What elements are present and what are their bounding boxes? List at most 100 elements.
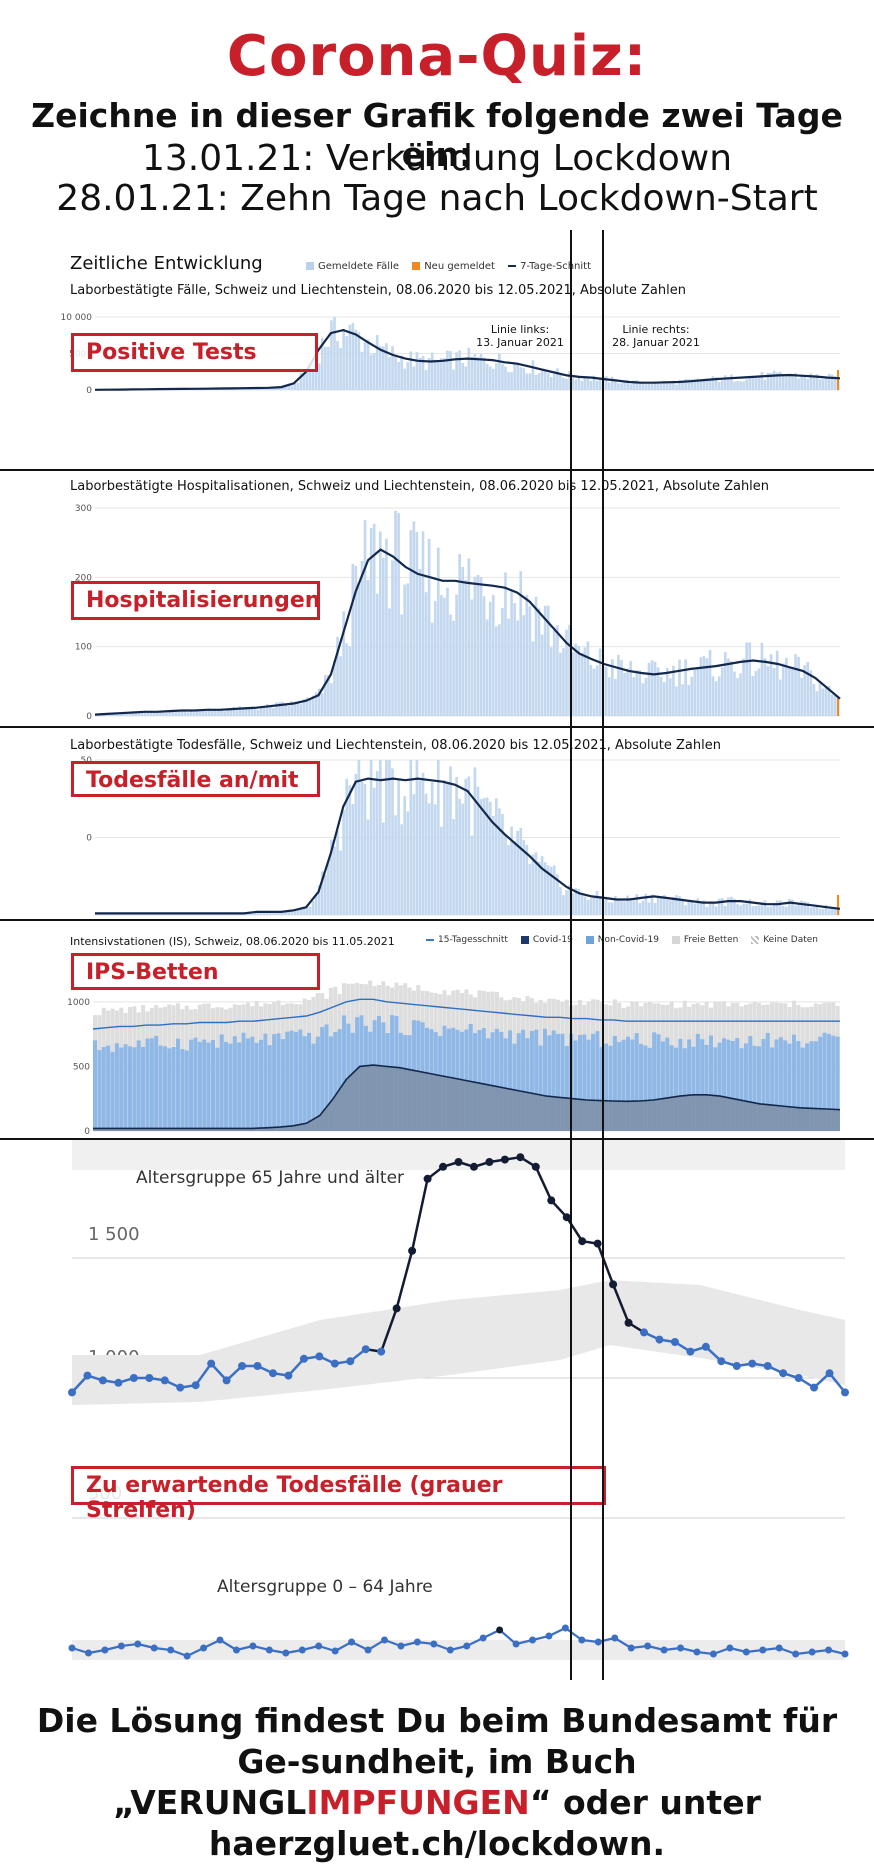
data-bar <box>574 644 577 716</box>
data-bar <box>330 683 333 716</box>
data-bar <box>736 678 739 716</box>
data-point-65plus <box>331 1360 339 1368</box>
data-bar <box>406 583 409 716</box>
data-bar <box>391 560 394 716</box>
data-bar <box>785 907 788 915</box>
data-point-0-64 <box>710 1651 717 1658</box>
noncovid-bar <box>145 1038 149 1131</box>
data-bar <box>541 369 544 390</box>
data-point-65plus <box>640 1328 648 1336</box>
data-bar <box>553 374 556 390</box>
data-point-65plus <box>315 1352 323 1360</box>
data-bar <box>535 375 538 390</box>
data-bar <box>620 901 623 915</box>
y-tick-label: 1 500 <box>88 1224 140 1245</box>
data-point-65plus <box>439 1163 447 1171</box>
data-bar <box>660 898 663 915</box>
data-bar <box>519 571 522 716</box>
annotation-right: Linie rechts:28. Januar 2021 <box>606 323 706 349</box>
data-bar <box>629 661 632 716</box>
data-bar <box>483 798 486 915</box>
data-bar <box>580 895 583 915</box>
y-tick-label: 0 <box>86 712 92 722</box>
data-bar <box>703 381 706 390</box>
noncovid-bar <box>97 1050 101 1131</box>
noncovid-bar <box>268 1045 272 1131</box>
data-bar <box>822 688 825 716</box>
data-bar <box>797 904 800 915</box>
data-bar <box>361 561 364 716</box>
data-bar <box>800 678 803 716</box>
data-point-65plus <box>547 1196 555 1204</box>
data-bar <box>513 603 516 716</box>
data-bar <box>257 710 260 716</box>
label-positive-tests: Positive Tests <box>71 333 318 372</box>
data-bar <box>617 899 620 915</box>
data-bar <box>373 524 376 716</box>
data-bar <box>406 362 409 390</box>
data-bar <box>287 706 290 716</box>
data-bar <box>290 386 293 390</box>
data-bar <box>364 520 367 716</box>
data-bar <box>782 663 785 716</box>
data-bar <box>361 352 364 390</box>
noncovid-bar <box>93 1040 97 1131</box>
data-bar <box>632 677 635 716</box>
data-point-0-64 <box>101 1647 108 1654</box>
data-point-65plus <box>455 1158 463 1166</box>
data-bar <box>538 373 541 390</box>
data-bar <box>434 601 437 716</box>
data-bar <box>577 377 580 390</box>
data-bar <box>696 667 699 716</box>
data-point-0-64 <box>365 1647 372 1654</box>
noncovid-bar <box>290 1031 294 1131</box>
data-bar <box>217 710 220 716</box>
date-line-2: 28.01.21: Zehn Tage nach Lockdown-Start <box>0 178 874 219</box>
noncovid-bar <box>198 1042 202 1131</box>
data-bar <box>657 896 660 915</box>
data-bar <box>767 666 770 716</box>
y-tick-label: 0 <box>86 386 92 396</box>
data-point-65plus <box>594 1240 602 1248</box>
data-bar <box>443 598 446 716</box>
data-bar <box>629 384 632 390</box>
data-point-65plus <box>254 1362 262 1370</box>
data-bar <box>596 891 599 915</box>
data-point-0-64 <box>628 1645 635 1652</box>
noncovid-bar <box>233 1036 237 1131</box>
quiz-title: Corona-Quiz: <box>0 24 874 89</box>
data-bar <box>782 374 785 390</box>
data-bar <box>663 682 666 716</box>
data-bar <box>693 903 696 915</box>
data-bar <box>800 901 803 915</box>
data-bar <box>489 366 492 390</box>
data-bar <box>678 660 681 716</box>
data-point-0-64 <box>759 1647 766 1654</box>
data-bar <box>758 377 761 390</box>
data-bar <box>498 354 501 390</box>
data-bar <box>831 908 834 915</box>
data-point-65plus <box>501 1156 509 1164</box>
series-label-0-64: Altersgruppe 0 – 64 Jahre <box>217 1577 433 1597</box>
data-bar <box>495 626 498 716</box>
data-bar <box>223 711 226 716</box>
data-point-65plus <box>485 1158 493 1166</box>
noncovid-bar <box>102 1047 106 1131</box>
data-point-65plus <box>377 1348 385 1356</box>
data-bar <box>382 558 385 716</box>
data-bar <box>828 909 831 915</box>
data-bar <box>825 377 828 390</box>
data-bar <box>669 900 672 915</box>
data-bar <box>483 358 486 390</box>
data-point-65plus <box>83 1372 91 1380</box>
data-point-65plus <box>223 1376 231 1384</box>
data-bar <box>177 712 180 716</box>
data-bar <box>413 367 416 390</box>
data-point-0-64 <box>693 1649 700 1656</box>
series-segment-65plus <box>397 1251 412 1309</box>
data-bar <box>260 708 263 716</box>
data-point-65plus <box>717 1357 725 1365</box>
data-bar <box>706 907 709 915</box>
data-bar <box>449 614 452 716</box>
data-bar <box>645 678 648 716</box>
